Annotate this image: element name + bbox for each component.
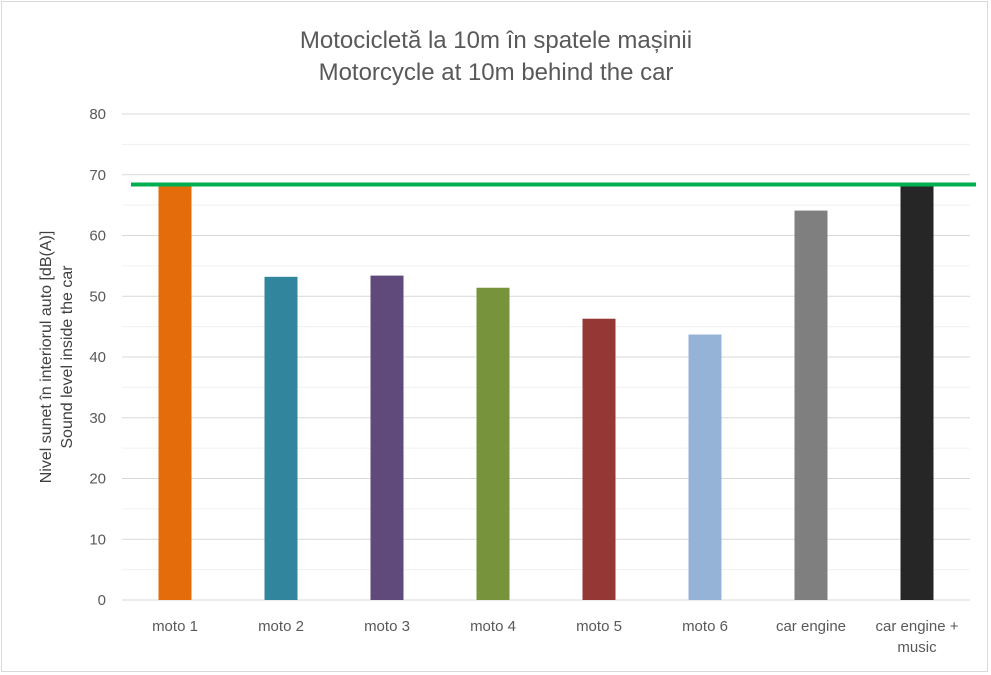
x-tick-label: car engine [776, 618, 846, 635]
bar-moto-1 [158, 183, 192, 600]
y-tick-label: 40 [89, 349, 106, 366]
x-tick-label: moto 6 [682, 618, 728, 635]
chart-title-line-1: Motocicletă la 10m în spatele mașinii [300, 27, 692, 54]
bar-moto-4 [476, 287, 510, 600]
y-tick-label: 0 [98, 592, 106, 609]
y-tick-label: 10 [89, 531, 106, 548]
bar-car-engine-music [900, 185, 934, 600]
bar-moto-2 [264, 276, 298, 600]
x-tick-label: moto 1 [152, 618, 198, 635]
y-tick-label: 80 [89, 106, 106, 123]
y-tick-label: 60 [89, 228, 106, 245]
bar-moto-5 [582, 318, 616, 600]
y-tick-label: 50 [89, 288, 106, 305]
x-tick-label: car engine + [876, 618, 959, 635]
y-tick-label: 30 [89, 410, 106, 427]
x-tick-label: moto 5 [576, 618, 622, 635]
chart-title-line-2: Motorcycle at 10m behind the car [319, 59, 674, 86]
bar-moto-3 [370, 275, 404, 600]
x-tick-label: music [897, 639, 937, 656]
y-tick-label: 70 [89, 167, 106, 184]
x-tick-label: moto 3 [364, 618, 410, 635]
y-tick-label: 20 [89, 471, 106, 488]
bar-moto-6 [688, 334, 722, 600]
y-axis-label-line-2: Sound level inside the car [59, 265, 76, 449]
y-axis-label-line-1: Nivel sunet în interiorul auto [dB(A)] [38, 231, 55, 484]
x-tick-label: moto 4 [470, 618, 516, 635]
x-tick-label: moto 2 [258, 618, 304, 635]
bar-car-engine [794, 210, 828, 600]
